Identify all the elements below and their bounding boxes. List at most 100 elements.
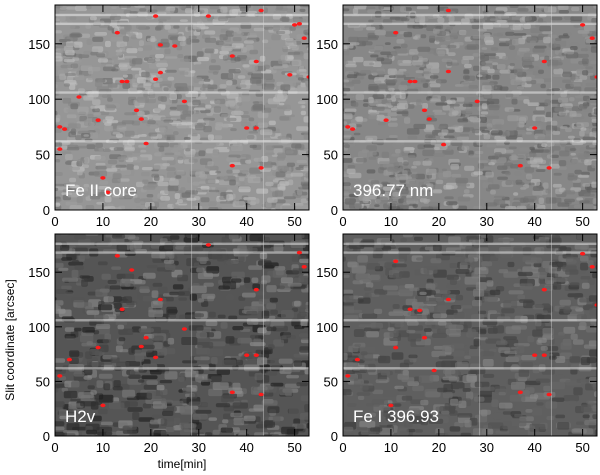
- texture-blob: [517, 294, 526, 300]
- texture-blob: [437, 387, 448, 393]
- texture-blob: [284, 383, 301, 389]
- texture-blob: [510, 242, 526, 249]
- texture-blob: [587, 278, 595, 285]
- texture-blob: [519, 283, 533, 290]
- texture-blob: [259, 129, 273, 136]
- texture-blob: [81, 279, 88, 287]
- texture-blob: [117, 213, 130, 219]
- x-tick-label: 10: [384, 214, 398, 229]
- texture-blob: [183, 237, 199, 243]
- texture-blob: [447, 52, 456, 56]
- texture-blob: [137, 12, 148, 17]
- event-marker: [541, 353, 547, 358]
- texture-blob: [263, 137, 271, 143]
- texture-blob: [274, 213, 287, 217]
- texture-blob: [161, 157, 175, 161]
- texture-blob: [348, 36, 359, 43]
- texture-blob: [178, 67, 190, 71]
- texture-blob: [292, 423, 307, 429]
- texture-blob: [75, 135, 82, 141]
- texture-blob: [122, 273, 135, 280]
- texture-blob: [262, 64, 270, 69]
- texture-blob: [257, 357, 268, 366]
- texture-blob: [437, 361, 451, 369]
- event-marker: [181, 99, 187, 104]
- texture-blob: [513, 33, 527, 36]
- texture-blob: [440, 44, 447, 48]
- texture-blob: [188, 158, 198, 163]
- texture-blob: [311, 412, 320, 417]
- texture-blob: [537, 124, 543, 129]
- texture-blob: [94, 350, 103, 357]
- y-tick-label: 100: [28, 320, 50, 335]
- texture-blob: [68, 131, 77, 138]
- texture-blob: [60, 234, 69, 236]
- texture-blob: [81, 332, 94, 336]
- texture-blob: [529, 40, 536, 47]
- texture-blob: [394, 48, 408, 54]
- event-marker: [253, 59, 259, 64]
- texture-blob: [564, 198, 575, 203]
- texture-blob: [456, 205, 468, 210]
- horizontal-streak: [343, 91, 597, 94]
- texture-blob: [203, 125, 212, 133]
- texture-blob: [438, 321, 447, 326]
- texture-blob: [344, 144, 350, 149]
- texture-blob: [91, 48, 99, 52]
- texture-blob: [463, 189, 470, 194]
- texture-blob: [261, 156, 269, 163]
- texture-blob: [383, 285, 398, 291]
- texture-blob: [393, 162, 399, 168]
- texture-blob: [576, 378, 590, 383]
- texture-blob: [548, 43, 557, 48]
- texture-blob: [494, 238, 511, 244]
- texture-blob: [99, 92, 108, 97]
- texture-blob: [254, 212, 266, 217]
- texture-blob: [453, 132, 461, 138]
- texture-blob: [297, 304, 309, 312]
- texture-blob: [343, 289, 354, 294]
- texture-blob: [249, 234, 265, 242]
- texture-blob: [251, 277, 259, 283]
- texture-blob: [55, 289, 68, 294]
- texture-blob: [437, 126, 446, 129]
- texture-blob: [464, 165, 475, 171]
- texture-blob: [580, 276, 591, 280]
- texture-blob: [265, 371, 278, 376]
- texture-blob: [579, 322, 587, 330]
- texture-blob: [221, 113, 230, 119]
- texture-blob: [422, 160, 432, 166]
- texture-blob: [370, 322, 383, 329]
- event-marker: [589, 265, 595, 269]
- texture-blob: [59, 73, 66, 80]
- texture-blob: [229, 179, 236, 186]
- texture-blob: [576, 197, 583, 201]
- texture-blob: [475, 282, 487, 290]
- texture-blob: [206, 112, 213, 116]
- texture-blob: [480, 111, 489, 115]
- texture-blob: [553, 277, 568, 282]
- texture-blob: [347, 261, 358, 268]
- texture-blob: [163, 87, 169, 92]
- texture-blob: [577, 30, 590, 34]
- texture-blob: [499, 438, 514, 443]
- texture-blob: [581, 171, 590, 176]
- texture-blob: [241, 47, 247, 53]
- texture-blob: [105, 116, 114, 121]
- texture-blob: [464, 13, 474, 19]
- texture-blob: [462, 103, 473, 107]
- texture-blob: [346, 435, 358, 436]
- texture-blob: [474, 150, 484, 155]
- texture-blob: [127, 377, 142, 385]
- texture-blob: [185, 190, 198, 195]
- texture-blob: [416, 6, 429, 10]
- texture-blob: [343, 433, 354, 436]
- texture-blob: [376, 57, 385, 62]
- texture-blob: [107, 280, 117, 285]
- texture-blob: [55, 54, 61, 57]
- texture-blob: [490, 47, 499, 51]
- texture-blob: [514, 413, 523, 418]
- texture-blob: [569, 97, 575, 102]
- texture-blob: [516, 205, 527, 210]
